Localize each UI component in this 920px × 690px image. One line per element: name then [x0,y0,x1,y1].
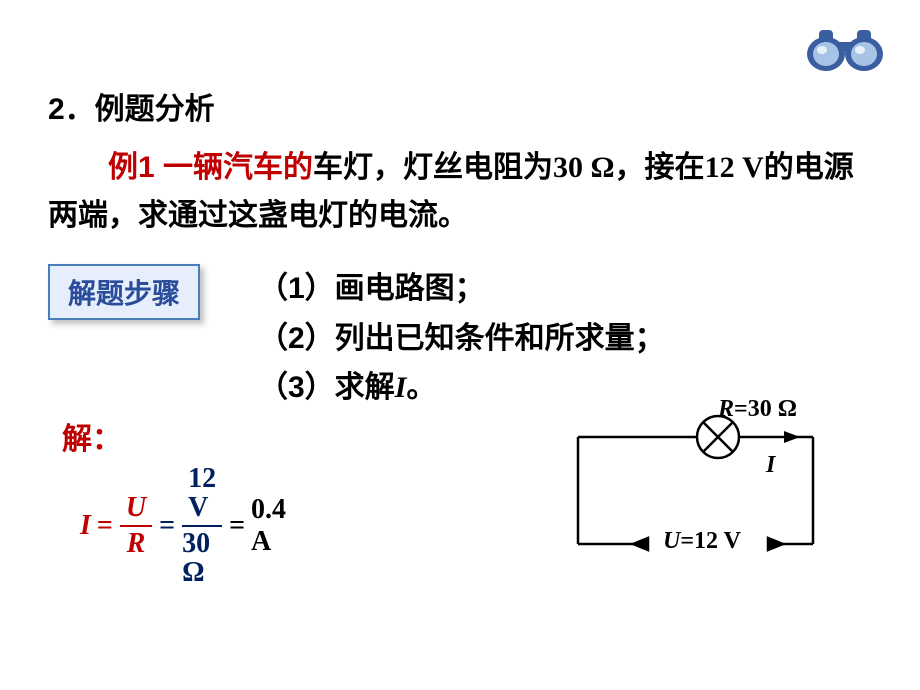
step-3b: 。 [406,371,436,404]
problem-v-value: 12 V [705,151,764,184]
formula-R: R [127,527,146,558]
step-2: （2）列出已知条件和所求量； [258,314,665,364]
problem-part3: ，接在 [615,151,705,184]
problem-prefix: 例1 一辆汽车的 [108,151,313,184]
steps-list: （1）画电路图； （2）列出已知条件和所求量； （3）求解I。 [258,264,665,413]
problem-r-value: 30 Ω [553,151,615,184]
binoculars-icon [802,24,888,79]
solution-block: 解： I = U R = 12 V 30 Ω = 0.4 A [62,414,122,458]
circuit-U-label: U=12 V [663,528,741,555]
formula-eq1: = [97,510,113,542]
circuit-diagram: R=30 Ω I U=12 V [568,404,838,604]
formula: I = U R = 12 V 30 Ω = 0.4 A [80,464,286,588]
problem-part2: 车灯，灯丝电阻为 [313,151,553,184]
formula-eq2: = [159,510,175,542]
step-3a: （3）求解 [258,371,395,404]
formula-den30: 30 Ω [182,527,222,588]
steps-box: 解题步骤 [48,264,200,320]
circuit-R-label: R=30 Ω [718,396,797,423]
formula-I: I [80,510,91,542]
step-1: （1）画电路图； [258,264,665,314]
formula-num12: 12 V [182,464,222,527]
circuit-I-label: I [766,452,775,479]
solution-label: 解： [62,414,122,458]
section-title: 2．例题分析 [48,84,860,128]
formula-U: U [120,493,152,526]
problem-statement: 例1 一辆汽车的车灯，灯丝电阻为30 Ω，接在12 V的电源两端，求通过这盏电灯… [48,144,860,240]
formula-result: 0.4 A [251,494,286,558]
step-3-I: I [395,371,407,404]
formula-eq3: = [229,510,245,542]
